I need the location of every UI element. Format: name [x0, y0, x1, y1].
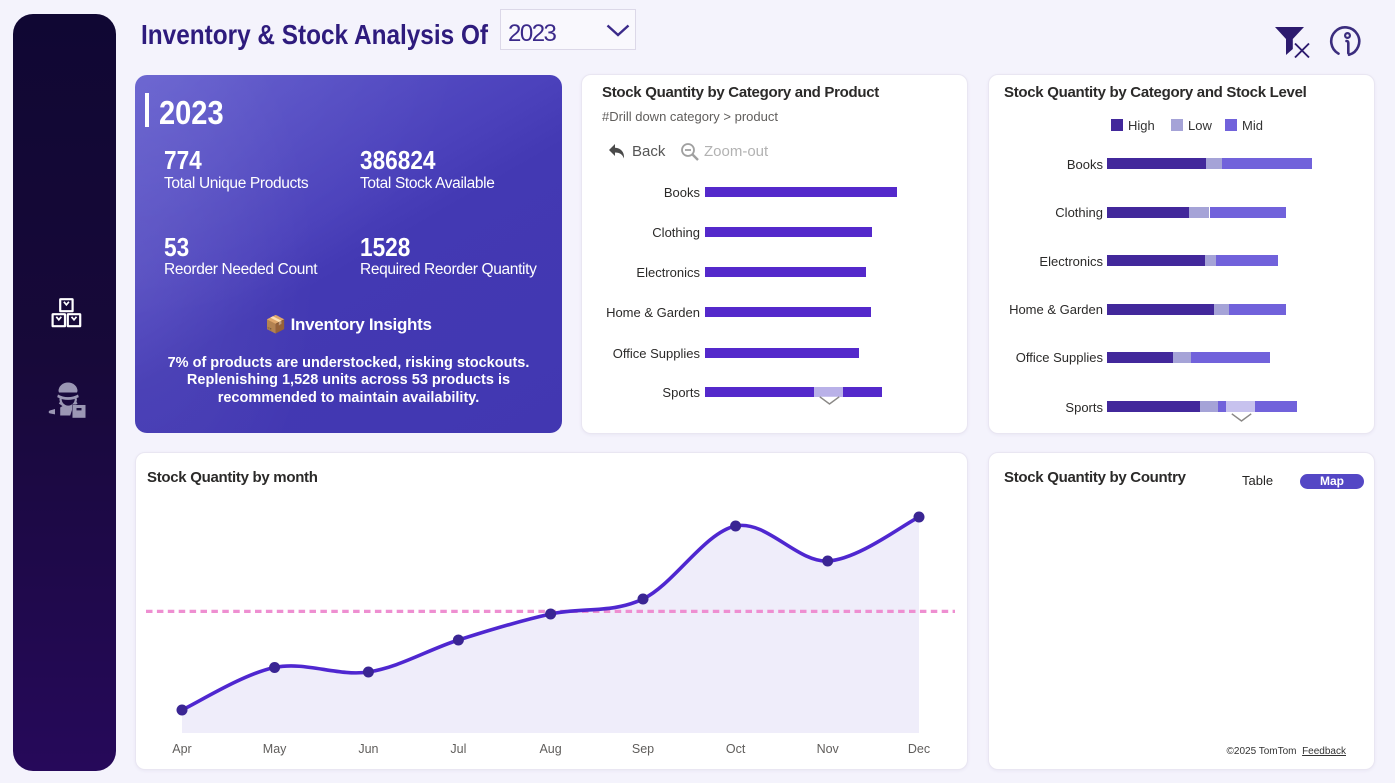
- svg-text:Nov: Nov: [817, 742, 840, 756]
- svg-text:Aug: Aug: [539, 742, 561, 756]
- svg-text:Jun: Jun: [358, 742, 378, 756]
- svg-text:Dec: Dec: [908, 742, 930, 756]
- svg-text:Jul: Jul: [450, 742, 466, 756]
- svg-text:Sep: Sep: [632, 742, 654, 756]
- svg-text:Oct: Oct: [726, 742, 746, 756]
- svg-text:May: May: [263, 742, 287, 756]
- svg-text:Apr: Apr: [172, 742, 191, 756]
